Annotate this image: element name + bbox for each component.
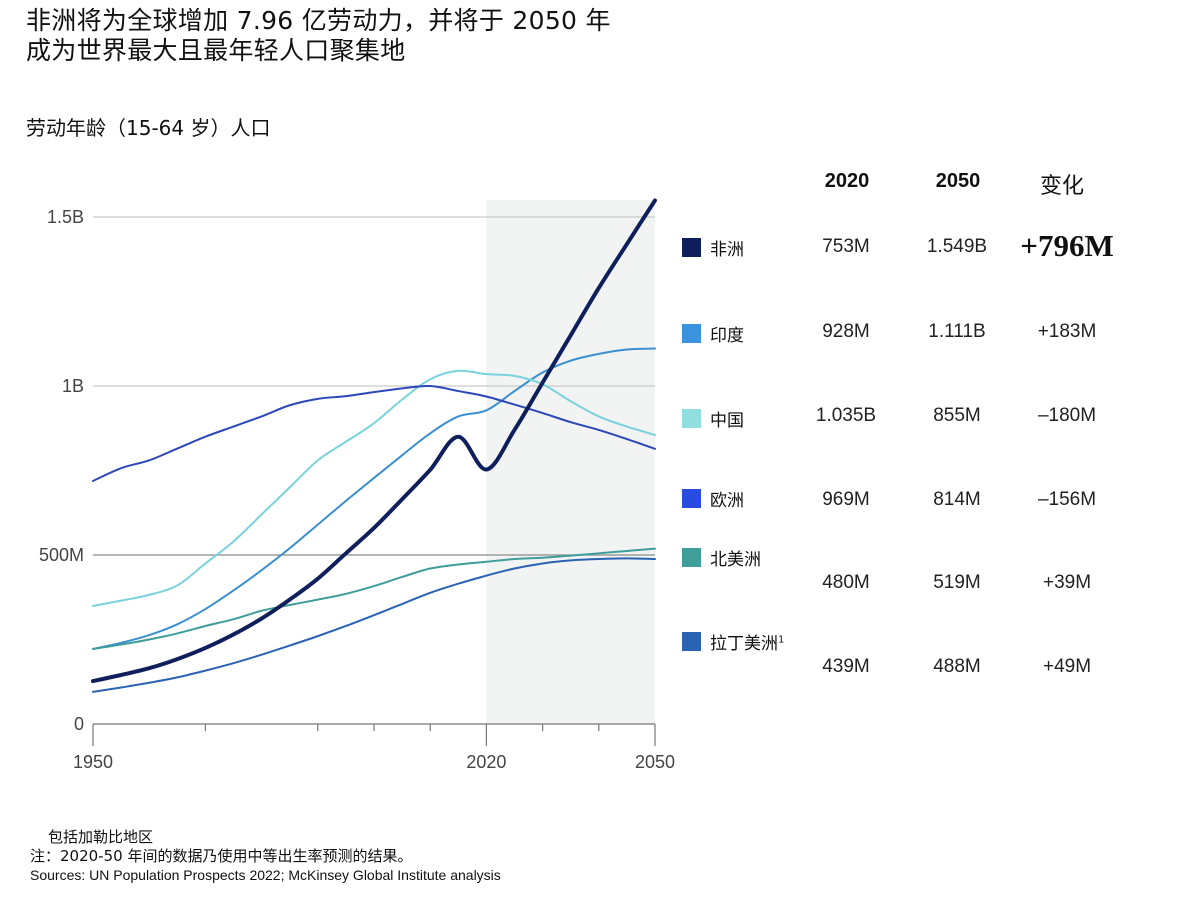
value-change: +183M	[1037, 321, 1097, 342]
region-label: 欧洲	[710, 486, 744, 511]
region-name: 拉丁美洲	[710, 634, 778, 654]
title-line-2: 成为世界最大且最年轻人口聚集地	[26, 36, 406, 65]
footnote-note: 注：2020-50 年间的数据乃使用中等出生率预测的结果。	[30, 847, 413, 865]
value-2050: 519M	[933, 572, 981, 593]
y-tick-label: 1B	[62, 376, 84, 396]
value-2020: 480M	[822, 572, 870, 593]
legend-swatch	[682, 409, 701, 428]
value-change: +39M	[1042, 572, 1092, 593]
region-label: 中国	[710, 406, 744, 431]
region-label: 非洲	[710, 235, 744, 260]
value-2050: 488M	[933, 656, 981, 677]
value-2020: 439M	[822, 656, 870, 677]
y-axis: 0 500M 1B 1.5B	[39, 207, 84, 734]
legend-swatch	[682, 632, 701, 651]
line-chart: 0 500M 1B 1.5B 1950 2020 2050	[39, 198, 675, 772]
x-tick-label: 2020	[466, 752, 506, 772]
footnote-marker: 1	[778, 634, 785, 646]
column-header-2050: 2050	[935, 170, 981, 192]
series-line-3	[92, 384, 656, 482]
region-name: 欧洲	[710, 491, 744, 511]
value-2050: 855M	[933, 405, 981, 426]
series-line-0	[91, 198, 657, 684]
title-line-1: 非洲将为全球增加 7.96 亿劳动力，并将于 2050 年	[26, 6, 611, 35]
value-2020: 753M	[822, 236, 870, 257]
value-change: –156M	[1037, 489, 1097, 510]
x-tick-label: 1950	[73, 752, 113, 772]
value-2020: 928M	[822, 321, 870, 342]
region-label: 北美洲	[710, 545, 761, 570]
y-tick-label: 1.5B	[47, 207, 84, 227]
chart-subtitle: 劳动年龄（15-64 岁）人口	[26, 116, 271, 140]
series-lines	[91, 198, 657, 693]
value-2050: 1.549B	[926, 236, 988, 257]
region-name: 非洲	[710, 240, 744, 260]
series-line-5	[92, 557, 656, 693]
footnote-1: 包括加勒比地区	[48, 828, 154, 846]
value-2020: 969M	[822, 489, 870, 510]
value-2050: 814M	[933, 489, 981, 510]
projection-shaded-region	[486, 200, 655, 724]
value-2020: 1.035B	[815, 405, 877, 426]
value-change: +49M	[1042, 656, 1092, 677]
y-tick-label: 500M	[39, 545, 84, 565]
region-label: 印度	[710, 321, 744, 346]
value-2050: 1.111B	[928, 321, 986, 342]
y-tick-label: 0	[74, 714, 84, 734]
series-line-2	[92, 369, 656, 608]
region-label: 拉丁美洲1	[710, 629, 784, 654]
gridlines	[93, 216, 655, 556]
value-change: +796M	[1020, 228, 1114, 263]
column-header-change: 变化	[1039, 174, 1084, 199]
series-line-4	[92, 547, 656, 650]
legend-swatch	[682, 548, 701, 567]
region-name: 印度	[710, 326, 744, 346]
sources: Sources: UN Population Prospects 2022; M…	[30, 867, 501, 883]
value-change: –180M	[1037, 405, 1097, 426]
legend-swatch	[682, 324, 701, 343]
x-tick-label: 2050	[635, 752, 675, 772]
x-axis: 1950 2020 2050	[73, 723, 675, 772]
legend-swatch	[682, 489, 701, 508]
region-name: 中国	[710, 411, 744, 431]
series-line-1	[92, 347, 656, 650]
chart-title: 非洲将为全球增加 7.96 亿劳动力，并将于 2050 年 成为世界最大且最年轻…	[26, 6, 611, 66]
legend-swatch	[682, 238, 701, 257]
column-header-2020: 2020	[824, 170, 870, 192]
footnotes: 包括加勒比地区 注：2020-50 年间的数据乃使用中等出生率预测的结果。 So…	[30, 828, 501, 885]
region-name: 北美洲	[710, 550, 761, 570]
